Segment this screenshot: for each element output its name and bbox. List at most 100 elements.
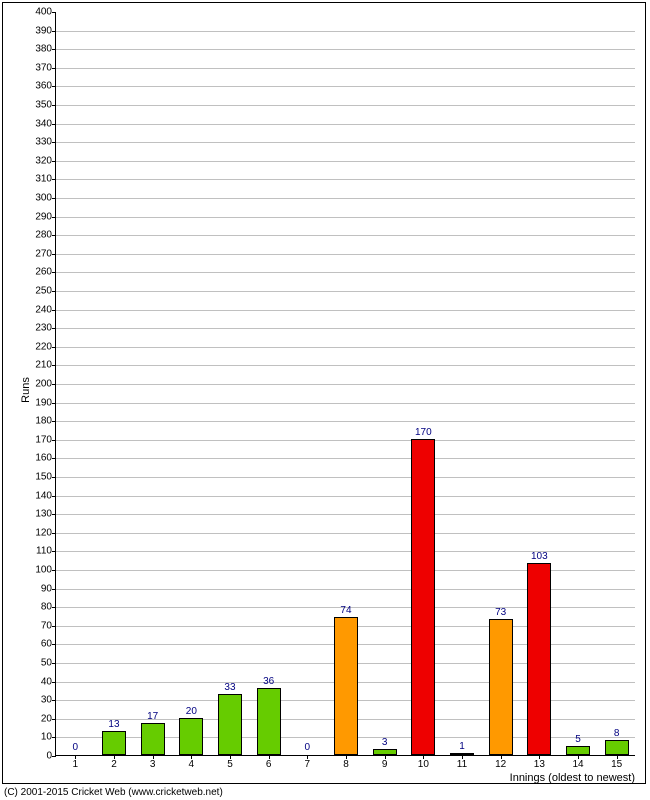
- bar-value-label: 1: [459, 741, 465, 754]
- y-tick-label: 250: [35, 286, 56, 297]
- y-tick-label: 150: [35, 472, 56, 483]
- gridline: [56, 254, 635, 255]
- gridline: [56, 310, 635, 311]
- x-tick-label: 5: [227, 755, 233, 770]
- bar-value-label: 0: [305, 742, 311, 755]
- bar-value-label: 36: [263, 676, 274, 689]
- gridline: [56, 347, 635, 348]
- gridline: [56, 365, 635, 366]
- bar-value-label: 20: [186, 706, 197, 719]
- bar-value-label: 74: [340, 605, 351, 618]
- y-tick-label: 220: [35, 341, 56, 352]
- y-tick-label: 90: [41, 583, 56, 594]
- bar: 1: [450, 753, 474, 755]
- bar: 170: [411, 439, 435, 755]
- bar: 74: [334, 617, 358, 755]
- bar: 8: [605, 740, 629, 755]
- gridline: [56, 514, 635, 515]
- x-tick-label: 1: [73, 755, 79, 770]
- x-tick-label: 3: [150, 755, 156, 770]
- y-tick-label: 200: [35, 379, 56, 390]
- y-tick-label: 30: [41, 695, 56, 706]
- gridline: [56, 86, 635, 87]
- bar-value-label: 17: [147, 711, 158, 724]
- bar: 17: [141, 723, 165, 755]
- gridline: [56, 291, 635, 292]
- chart-container: 0102030405060708090100110120130140150160…: [0, 0, 650, 800]
- y-tick-label: 110: [36, 546, 56, 557]
- x-tick-label: 13: [534, 755, 545, 770]
- gridline: [56, 235, 635, 236]
- bar: 3: [373, 749, 397, 755]
- bar-value-label: 0: [73, 742, 79, 755]
- gridline: [56, 161, 635, 162]
- y-tick-label: 130: [35, 509, 56, 520]
- x-axis-title: Innings (oldest to newest): [510, 772, 635, 784]
- x-tick-label: 2: [111, 755, 117, 770]
- y-tick-label: 80: [41, 602, 56, 613]
- gridline: [56, 142, 635, 143]
- gridline: [56, 68, 635, 69]
- bar: 5: [566, 746, 590, 755]
- y-tick-label: 60: [41, 639, 56, 650]
- y-tick-label: 160: [35, 453, 56, 464]
- x-tick-label: 7: [305, 755, 311, 770]
- gridline: [56, 179, 635, 180]
- x-tick-label: 8: [343, 755, 349, 770]
- y-tick-label: 140: [35, 490, 56, 501]
- x-tick-label: 15: [611, 755, 622, 770]
- plot-area: 0102030405060708090100110120130140150160…: [55, 12, 635, 756]
- gridline: [56, 198, 635, 199]
- gridline: [56, 477, 635, 478]
- y-tick-label: 400: [35, 7, 56, 18]
- y-tick-label: 40: [41, 676, 56, 687]
- y-tick-label: 120: [35, 527, 56, 538]
- bar: 103: [527, 563, 551, 755]
- bar-value-label: 33: [224, 682, 235, 695]
- y-tick-label: 350: [35, 100, 56, 111]
- y-tick-label: 290: [35, 211, 56, 222]
- gridline: [56, 49, 635, 50]
- y-tick-label: 20: [41, 713, 56, 724]
- bar: 13: [102, 731, 126, 755]
- bar-value-label: 103: [531, 551, 548, 564]
- x-tick-label: 6: [266, 755, 272, 770]
- x-tick-label: 14: [572, 755, 583, 770]
- y-tick-label: 300: [35, 193, 56, 204]
- y-axis-title: Runs: [20, 377, 32, 403]
- bar-value-label: 5: [575, 734, 581, 747]
- y-tick-label: 10: [41, 732, 56, 743]
- gridline: [56, 105, 635, 106]
- y-tick-label: 390: [35, 25, 56, 36]
- y-tick-label: 260: [35, 267, 56, 278]
- gridline: [56, 272, 635, 273]
- bar: 33: [218, 694, 242, 755]
- y-tick-label: 50: [41, 658, 56, 669]
- y-tick-label: 330: [35, 137, 56, 148]
- bar-value-label: 8: [614, 728, 620, 741]
- x-tick-label: 9: [382, 755, 388, 770]
- gridline: [56, 496, 635, 497]
- y-tick-label: 360: [35, 81, 56, 92]
- y-tick-label: 370: [35, 62, 56, 73]
- y-tick-label: 180: [35, 416, 56, 427]
- y-tick-label: 210: [35, 360, 56, 371]
- y-tick-label: 340: [35, 118, 56, 129]
- y-tick-label: 240: [35, 304, 56, 315]
- x-tick-label: 10: [418, 755, 429, 770]
- gridline: [56, 31, 635, 32]
- y-tick-label: 70: [41, 620, 56, 631]
- gridline: [56, 328, 635, 329]
- gridline: [56, 124, 635, 125]
- gridline: [56, 533, 635, 534]
- y-tick-label: 280: [35, 230, 56, 241]
- x-tick-label: 11: [457, 755, 467, 770]
- gridline: [56, 551, 635, 552]
- bar-value-label: 13: [108, 719, 119, 732]
- gridline: [56, 421, 635, 422]
- bar-value-label: 73: [495, 607, 506, 620]
- y-tick-label: 190: [35, 397, 56, 408]
- y-tick-label: 320: [35, 155, 56, 166]
- bar-value-label: 170: [415, 427, 432, 440]
- bar-value-label: 3: [382, 737, 388, 750]
